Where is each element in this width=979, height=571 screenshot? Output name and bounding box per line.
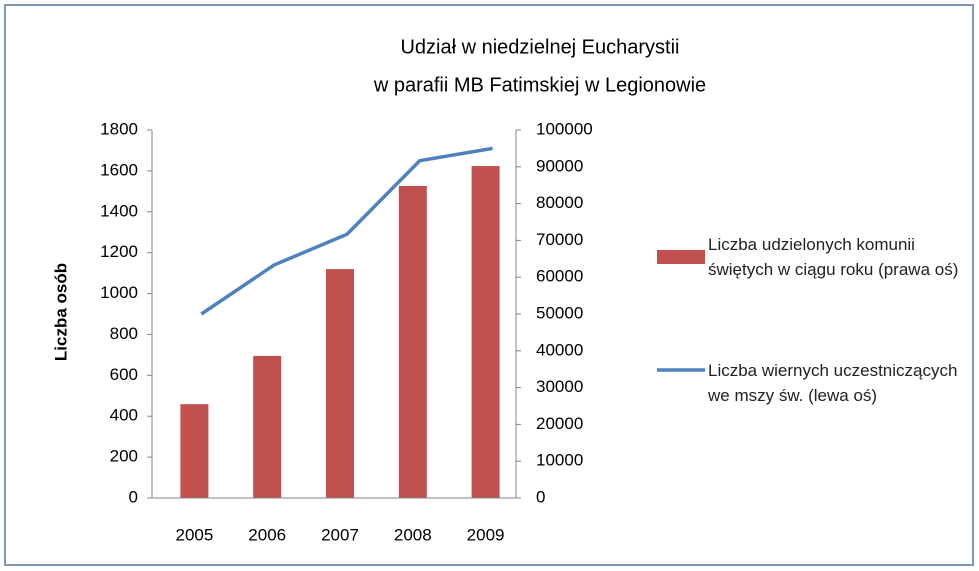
y2-tick-label: 50000 xyxy=(536,303,583,322)
y2-tick-label: 80000 xyxy=(536,193,583,212)
legend-entry: Liczba wiernych uczestniczących we mszy … xyxy=(708,361,958,405)
y-axis-label: Liczba osób xyxy=(51,263,70,361)
x-tick-label: 2007 xyxy=(321,525,359,544)
y2-tick-label: 70000 xyxy=(536,230,583,249)
legend-label: Liczba wiernych uczestniczących we mszy … xyxy=(708,361,958,405)
y2-tick-label: 60000 xyxy=(536,267,583,286)
y-tick-label: 1000 xyxy=(100,283,138,302)
legend-entry: Liczba udzielonych komunii świętych w ci… xyxy=(708,235,959,279)
x-tick-label: 2005 xyxy=(175,525,213,544)
line xyxy=(200,146,493,316)
y-tick-label: 1400 xyxy=(100,201,138,220)
y-tick-label: 1600 xyxy=(100,160,138,179)
y2-tick-label: 20000 xyxy=(536,414,583,433)
bar xyxy=(326,269,354,498)
y-tick-label: 400 xyxy=(110,406,138,425)
y2-tick-label: 10000 xyxy=(536,451,583,470)
y-tick-label: 1200 xyxy=(100,242,138,261)
y2-tick-label: 0 xyxy=(536,487,545,506)
bar xyxy=(398,185,427,498)
x-tick-label: 2006 xyxy=(248,525,286,544)
chart-title: w parafii MB Fatimskiej w Legionowie xyxy=(373,74,706,96)
y-tick-label: 1800 xyxy=(100,119,138,138)
x-tick-label: 2008 xyxy=(394,525,432,544)
bar xyxy=(471,166,500,498)
y-tick-label: 600 xyxy=(110,365,138,384)
y-tick-label: 0 xyxy=(129,487,138,506)
y-tick-label: 200 xyxy=(110,447,138,466)
legend-key xyxy=(657,250,705,264)
y2-tick-label: 30000 xyxy=(536,377,583,396)
y-tick-label: 800 xyxy=(110,324,138,343)
x-tick-label: 2009 xyxy=(467,525,505,544)
chart-title: Udział w niedzielnej Eucharystii xyxy=(400,36,679,58)
bar xyxy=(253,355,282,498)
y2-tick-label: 90000 xyxy=(536,156,583,175)
y2-tick-label: 100000 xyxy=(536,119,593,138)
legend-label: Liczba udzielonych komunii świętych w ci… xyxy=(708,235,959,279)
bar xyxy=(180,404,209,498)
y2-tick-label: 40000 xyxy=(536,340,583,359)
